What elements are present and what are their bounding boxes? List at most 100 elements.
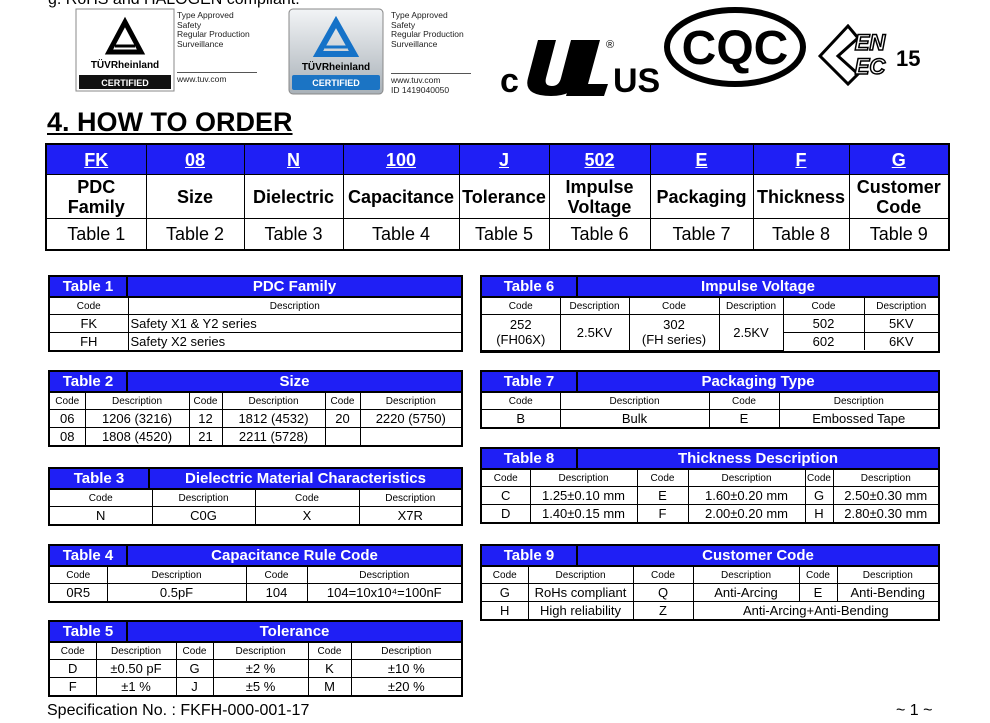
table-grid: Code Description Code Description Code Descri… (482, 469, 938, 522)
table-title: Customer Code (702, 547, 814, 564)
spec-table: Table 5 Tolerance Code Description Code Descr… (48, 620, 463, 697)
order-name: Packaging (649, 174, 754, 219)
enec-logo: EN EC 15 (818, 24, 920, 86)
table-title-bar: Table 1 PDC Family (50, 277, 461, 297)
column-header: Code (804, 469, 834, 487)
spec-table: Table 9 Customer Code Code Description Code D… (480, 544, 940, 621)
table-row: 602 6KV (482, 332, 938, 350)
tuv-approval: Type Approved Safety Regular Production … (177, 10, 250, 49)
order-name: PDC Family (45, 174, 147, 219)
column-header: Code (245, 566, 308, 584)
column-header: Description (863, 297, 938, 315)
header-row: Code Description Code Description (50, 489, 461, 507)
cqc-logo: CQC (664, 7, 806, 87)
code-cell: H (804, 504, 834, 522)
description-cell: 1808 (4520) (84, 427, 190, 445)
column-header: Code (50, 392, 86, 410)
column-header: Code (798, 566, 838, 584)
order-name: Tolerance (458, 174, 550, 219)
spec-table: Table 2 Size Code Description Code Descriptio… (48, 370, 463, 447)
description-cell: 2.5KV (718, 314, 784, 351)
table-row: C 1.25±0.10 mm E 1.60±0.20 mm G 2.50±0.30 mm (482, 486, 938, 505)
code-cell: 602 (783, 332, 865, 350)
section-title: 4. HOW TO ORDER (47, 107, 293, 137)
column-header: Description (212, 642, 309, 660)
description-cell: Safety X2 series (127, 332, 461, 350)
description-cell: 2.00±0.20 mm (687, 504, 806, 522)
order-code: G (848, 143, 950, 175)
table-title-bar: Table 2 Size (50, 372, 461, 392)
table-row: 0R5 0.5pF 104 104=10x10⁴=100nF (50, 583, 461, 601)
approval-line: Safety (177, 19, 202, 30)
spec-table: Table 1 PDC Family Code Description FK Safety… (48, 275, 463, 352)
column-header: Code (50, 489, 153, 507)
spec-number: Specification No. : FKFH-000-001-17 (47, 702, 310, 719)
column-header: Code (708, 392, 780, 410)
description-cell: 0.5pF (106, 583, 247, 601)
code-cell: C (482, 486, 531, 505)
description-cell: 1812 (4532) (221, 409, 326, 428)
column-header: Code (50, 642, 97, 660)
code-cell: G (175, 659, 214, 678)
code-cell: E (636, 486, 689, 505)
order-table-ref: Table 4 (342, 218, 460, 251)
description-cell: ±10 % (350, 659, 461, 678)
enec-letters: EN (855, 30, 887, 55)
code-cell: 20 (324, 409, 361, 428)
description-cell: 6KV (863, 332, 938, 350)
description-cell: X7R (358, 506, 461, 524)
code-cell: F (636, 504, 689, 522)
tuv-url: www.tuv.com (177, 72, 257, 85)
code-cell: 06 (50, 409, 86, 428)
description-cell: 2220 (5750) (359, 409, 461, 428)
table-row: FH Safety X2 series (50, 332, 461, 350)
table-title: Impulse Voltage (701, 278, 815, 295)
tuv-brand: TÜVRheinland (302, 60, 370, 73)
description-cell: 2.5KV (559, 314, 630, 351)
table-grid: Code Description Code Description N C0G X X7R (50, 489, 461, 524)
order-table-ref: Table 9 (848, 218, 950, 251)
table-title: Capacitance Rule Code (211, 547, 378, 564)
description-cell: C0G (151, 506, 256, 524)
cqc-text: CQC (682, 22, 789, 75)
code-cell: FK (50, 314, 129, 333)
table-row: D 1.40±0.15 mm F 2.00±0.20 mm H 2.80±0.30 mm (482, 504, 938, 522)
description-cell: High reliability (527, 601, 634, 619)
table-row: D ±0.50 pF G ±2 % K ±10 % (50, 659, 461, 678)
approval-line: Safety (391, 19, 416, 30)
header-row: Code Description Code Description Code Descri… (50, 642, 461, 660)
header-row: Code Description Code Description Code Descri… (50, 392, 461, 410)
column-header: Code (175, 642, 214, 660)
description-cell: Anti-Bending (836, 583, 938, 602)
table-grid: Code Description Code Description Code Descri… (482, 566, 938, 619)
description-cell: Safety X1 & Y2 series (127, 314, 461, 333)
order-table: FK 08 N 100 J 502 E F G PDC Family Size Dielectric… (45, 143, 950, 251)
code-cell: Q (632, 583, 694, 602)
code-cell: 302 (FH series) (628, 314, 720, 351)
table-row: 06 1206 (3216) 12 1812 (4532) 20 2220 (5750) (50, 409, 461, 428)
code-cell: E (798, 583, 838, 602)
code-row: FK 08 N 100 J 502 E F G (45, 143, 950, 175)
column-header: Description (559, 297, 630, 315)
table-title: Packaging Type (701, 373, 815, 390)
description-cell: ±0.50 pF (95, 659, 177, 678)
table-title-bar: Table 3 Dielectric Material Characteristi… (50, 469, 461, 489)
order-name: Impulse Voltage (548, 174, 651, 219)
table-grid: Code Description FK Safety X1 & Y2 series FH… (50, 297, 461, 350)
empty-cell (324, 427, 361, 445)
code-cell: G (482, 583, 529, 602)
ul-symbol: ® (527, 39, 614, 96)
column-header: Code (188, 392, 223, 410)
column-header: Description (106, 566, 247, 584)
code-cell: E (708, 409, 780, 427)
column-header: Description (358, 489, 461, 507)
column-header: Description (527, 566, 634, 584)
column-header: Description (221, 392, 326, 410)
table-row: G RoHs compliant Q Anti-Arcing E Anti-Bending (482, 583, 938, 602)
tuv-badge: CERTIFIED (101, 78, 149, 88)
table-label: Table 2 (50, 372, 128, 391)
header-row: Code Description Code Description (50, 566, 461, 584)
column-header: Code (324, 392, 361, 410)
column-header: Code (307, 642, 352, 660)
code-cell: FH (50, 332, 129, 350)
